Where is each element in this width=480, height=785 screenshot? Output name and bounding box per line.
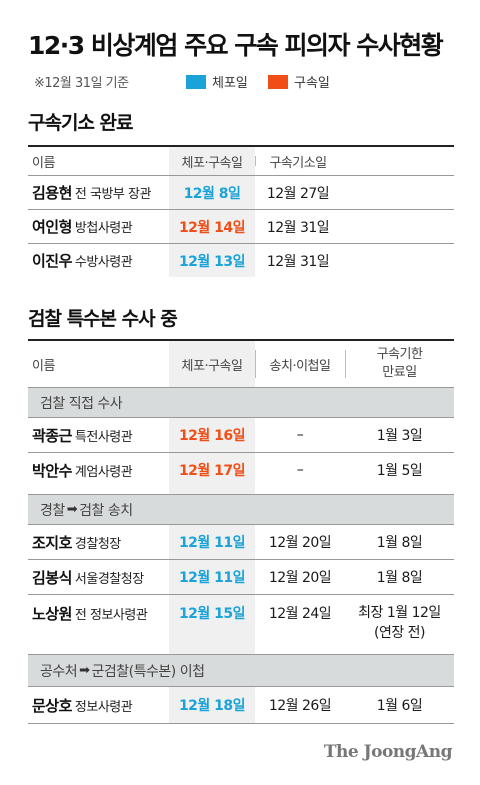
section2-header-expiry: 구속기한 만료일 <box>345 341 454 387</box>
table-row: 노상원 전 정보사령관 12월 15일 12월 24일 최장 1월 12일 (연… <box>28 594 454 650</box>
person-role: 전 국방부 장관 <box>74 187 152 202</box>
arrest-date: 12월 18일 <box>178 698 246 714</box>
legend-detain: 구속일 <box>268 72 330 91</box>
table-row: 여인형 방첩사령관 12월 14일 12월 31일 <box>28 209 454 243</box>
person-name: 문상호 <box>32 696 72 715</box>
person-role: 특전사령관 <box>74 429 133 445</box>
expiry-header-line1: 구속기한 <box>376 347 423 362</box>
table-row: 이진우 수방사령관 12월 13일 12월 31일 <box>28 243 454 277</box>
publisher-logo: The JoongAng <box>323 742 453 762</box>
arrest-date: 12월 13일 <box>178 253 246 270</box>
section2-header-transfer: 송치·이첩일 <box>269 358 331 374</box>
transfer-date: – <box>296 427 304 443</box>
group-label-to: 군검찰(특수본) 이첩 <box>91 663 205 680</box>
detain-date: 12월 14일 <box>178 219 246 236</box>
person-name: 이진우 <box>32 252 72 270</box>
person-name: 박안수 <box>32 461 72 480</box>
section1-header-name: 이름 <box>32 155 55 171</box>
table-row: 김용현 전 국방부 장관 12월 8일 12월 27일 <box>28 175 454 209</box>
detain-date: 12월 16일 <box>178 428 246 444</box>
transfer-date: 12월 26일 <box>268 698 332 714</box>
table-row: 문상호 정보사령관 12월 18일 12월 26일 1월 6일 <box>28 686 454 724</box>
indict-date: 12월 31일 <box>266 253 330 270</box>
arrow-right-icon: ➡ <box>66 502 78 517</box>
expiry-date: 1월 8일 <box>376 570 423 586</box>
person-name: 김용현 <box>32 184 72 202</box>
table-row: 박안수 계엄사령관 12월 17일 – 1월 5일 <box>28 452 454 487</box>
expiry-date: 1월 3일 <box>376 428 423 444</box>
section1-header-row: 이름 체포·구속일 구속기소일 <box>28 145 454 175</box>
expiry-cell: 최장 1월 12일 (연장 전) <box>345 595 454 650</box>
expiry-note: (연장 전) <box>373 625 426 641</box>
group-label-to: 검찰 송치 <box>79 502 133 519</box>
detain-date: 12월 17일 <box>178 463 246 479</box>
transfer-date: – <box>296 462 304 478</box>
arrest-date: 12월 8일 <box>183 185 241 202</box>
section1-header-indict: 구속기소일 <box>269 155 327 171</box>
group-label-from: 공수처 <box>40 663 78 680</box>
arrest-date: 12월 15일 <box>178 606 246 622</box>
arrow-right-icon: ➡ <box>79 663 90 678</box>
group-label: 검찰 직접 수사 <box>40 395 123 412</box>
table-row: 김봉식 서울경찰청장 12월 11일 12월 20일 1월 8일 <box>28 559 454 594</box>
expiry-date: 1월 6일 <box>376 698 423 714</box>
person-role: 경찰청장 <box>74 536 121 552</box>
arrest-date: 12월 11일 <box>178 570 246 586</box>
person-name: 곽종근 <box>32 426 72 445</box>
person-role: 정보사령관 <box>74 699 133 715</box>
person-name: 여인형 <box>32 218 72 236</box>
transfer-date: 12월 20일 <box>268 535 332 551</box>
person-name: 김봉식 <box>32 568 72 587</box>
expiry-date: 최장 1월 12일 <box>358 605 441 621</box>
legend-arrest-swatch <box>186 74 206 89</box>
section2-table: 이름 체포·구속일 송치·이첩일 구속기한 만료일 검찰 직접 수사 곽종근 특… <box>28 339 454 724</box>
person-role: 전 정보사령관 <box>74 608 148 623</box>
section1-highlight-column <box>169 145 255 277</box>
legend-detain-swatch <box>268 74 288 89</box>
legend-note: ※12월 31일 기준 <box>34 76 129 91</box>
group-label-from: 경찰 <box>40 502 65 519</box>
arrest-date: 12월 11일 <box>178 535 246 551</box>
person-role: 계엄사령관 <box>74 464 133 480</box>
section2-header-arrest: 체포·구속일 <box>181 358 243 374</box>
section1-table: 이름 체포·구속일 구속기소일 김용현 전 국방부 장관 12월 8일 12월 … <box>28 145 454 277</box>
person-role: 수방사령관 <box>74 255 133 270</box>
section2-header-row: 이름 체포·구속일 송치·이첩일 구속기한 만료일 <box>28 339 454 387</box>
section1-header-arrest: 체포·구속일 <box>181 155 243 171</box>
indict-date: 12월 31일 <box>266 219 330 236</box>
page-title: 12·3 비상계엄 주요 구속 피의자 수사현황 <box>28 31 444 60</box>
legend-arrest: 체포일 <box>186 72 248 91</box>
expiry-date: 1월 8일 <box>376 535 423 551</box>
transfer-date: 12월 24일 <box>268 606 332 622</box>
section2-title: 검찰 특수본 수사 중 <box>28 308 178 330</box>
person-name: 조지호 <box>32 533 72 552</box>
table-row: 조지호 경찰청장 12월 11일 12월 20일 1월 8일 <box>28 524 454 559</box>
group-header-direct: 검찰 직접 수사 <box>28 387 454 417</box>
transfer-date: 12월 20일 <box>268 570 332 586</box>
legend-arrest-label: 체포일 <box>212 76 248 91</box>
expiry-header-line2: 만료일 <box>382 365 417 380</box>
section1-title: 구속기소 완료 <box>28 112 133 134</box>
person-name: 노상원 <box>32 605 72 623</box>
person-role: 서울경찰청장 <box>74 571 144 587</box>
legend-detain-label: 구속일 <box>294 76 330 91</box>
indict-date: 12월 27일 <box>266 185 330 202</box>
table-row: 곽종근 특전사령관 12월 16일 – 1월 3일 <box>28 417 454 452</box>
group-header-police: 경찰 ➡ 검찰 송치 <box>28 494 454 524</box>
expiry-date: 1월 5일 <box>376 463 423 479</box>
legend: ※12월 31일 기준 체포일 구속일 <box>28 72 454 92</box>
person-role: 방첩사령관 <box>74 221 133 236</box>
group-header-cio: 공수처 ➡ 군검찰(특수본) 이첩 <box>28 654 454 686</box>
section2-header-name: 이름 <box>32 358 55 374</box>
